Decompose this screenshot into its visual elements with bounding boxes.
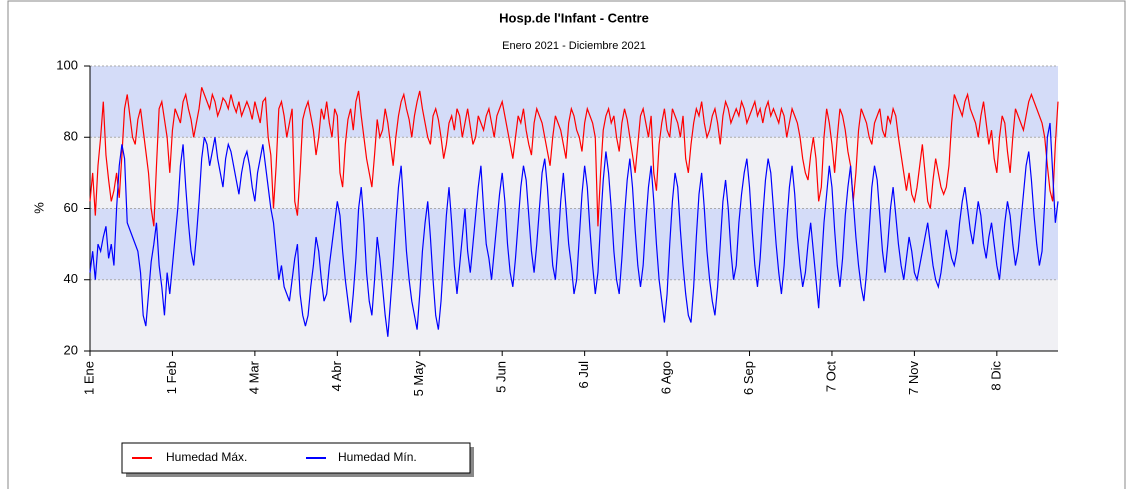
line-series [89,122,1059,337]
chart-subtitle: Enero 2021 - Diciembre 2021 [502,40,646,52]
legend [121,442,471,474]
band [90,66,1058,138]
x-tick-label: 1 Ene [81,361,96,395]
chart-title: Hosp.de l'Infant - Centre [499,10,649,25]
x-tick-label: 6 Sep [741,361,756,395]
x-tick-label: 8 Dic [988,361,1003,391]
legend-label: Humedad Máx. [166,450,247,464]
band [90,208,1058,280]
y-tick-label: 80 [64,129,78,144]
y-tick-label: 40 [64,271,78,286]
line-series [89,87,1059,227]
y-axis-label: % [31,202,46,214]
plot: 20 40 60 80 100 1 Ene 1 Feb 4 Mar 4 Abr 5 May 5 Ju… [56,57,1059,397]
x-tick-label: 7 Oct [823,361,838,392]
x-tick-label: 1 Feb [164,361,179,394]
y-tick-label: 20 [64,342,78,357]
x-tick-label: 4 Mar [246,360,261,394]
y-tick-label: 100 [56,57,78,72]
x-tick-label: 6 Ago [659,361,674,394]
x-tick-label: 4 Abr [329,360,344,391]
x-tick-label: 6 Jul [576,361,591,389]
legend-label: Humedad Mín. [338,450,417,464]
x-tick-label: 7 Nov [906,361,921,395]
y-tick-label: 60 [64,200,78,215]
x-tick-label: 5 Jun [494,361,509,393]
x-tick-label: 5 May [411,361,426,397]
